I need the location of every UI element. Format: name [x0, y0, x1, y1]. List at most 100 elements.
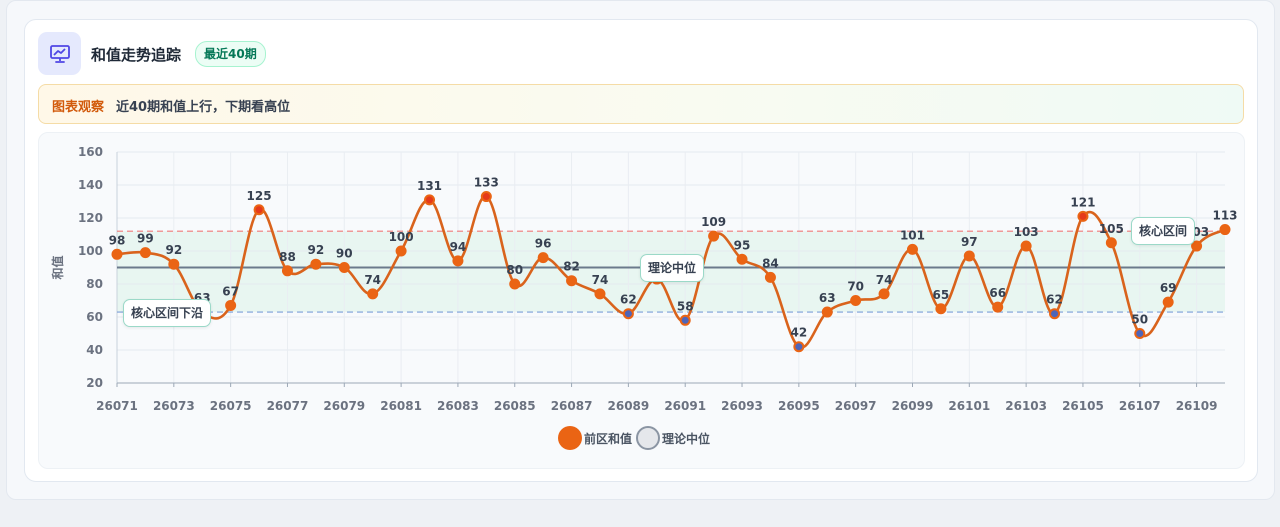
x-tick-label: 26079	[323, 399, 365, 413]
data-label: 58	[677, 299, 694, 313]
data-label: 66	[989, 286, 1006, 300]
data-point	[480, 191, 492, 203]
observation-label: 图表观察	[52, 100, 105, 115]
data-label: 92	[165, 243, 182, 257]
data-point	[509, 278, 521, 290]
y-tick-label: 100	[78, 244, 103, 258]
data-point	[111, 248, 123, 260]
data-point	[821, 306, 833, 318]
x-tick-label: 26097	[835, 399, 877, 413]
data-point	[395, 245, 407, 257]
chart-legend: 前区和值 理论中位	[558, 425, 714, 451]
data-label: 101	[900, 228, 925, 242]
data-point	[424, 194, 436, 206]
data-point	[736, 253, 748, 265]
x-tick-label: 26099	[892, 399, 934, 413]
y-tick-label: 160	[78, 145, 103, 159]
data-label: 109	[701, 215, 726, 229]
data-label: 94	[450, 240, 467, 254]
x-tick-label: 26107	[1119, 399, 1161, 413]
data-label: 62	[1046, 293, 1063, 307]
x-tick-label: 26093	[721, 399, 763, 413]
data-label: 88	[279, 250, 296, 264]
chart-trend-icon	[38, 32, 81, 75]
data-label: 90	[336, 247, 353, 261]
data-point	[850, 295, 862, 306]
data-label: 65	[933, 288, 950, 302]
y-axis-title: 和值	[50, 255, 65, 280]
data-label: 74	[876, 273, 893, 287]
x-tick-label: 26091	[664, 399, 706, 413]
lower-band-annotation: 核心区间下沿	[123, 299, 212, 327]
data-label: 82	[563, 260, 580, 274]
data-label: 113	[1212, 209, 1237, 223]
data-point	[793, 341, 805, 353]
data-point	[1134, 328, 1146, 339]
legend-item-median[interactable]: 理论中位	[636, 426, 710, 450]
card-title: 和值走势追踪	[91, 46, 182, 64]
sum-series-line	[116, 195, 1226, 349]
legend-label-median: 理论中位	[662, 431, 711, 446]
legend-swatch-sum	[558, 426, 582, 450]
x-tick-label: 26105	[1062, 399, 1104, 413]
data-label: 96	[535, 237, 552, 251]
x-tick-label: 26071	[96, 399, 138, 413]
data-point	[1105, 237, 1117, 249]
x-tick-label: 26081	[380, 399, 422, 413]
x-tick-label: 26075	[210, 399, 252, 413]
legend-swatch-median	[636, 426, 661, 450]
x-tick-label: 26073	[153, 399, 195, 413]
x-tick-label: 26103	[1005, 399, 1047, 413]
x-tick-label: 26101	[948, 399, 990, 413]
x-tick-label: 26087	[551, 399, 593, 413]
data-label: 62	[620, 293, 637, 307]
data-label: 97	[961, 235, 978, 249]
data-point	[708, 230, 720, 242]
y-tick-label: 20	[86, 376, 103, 390]
x-tick-label: 26083	[437, 399, 479, 413]
data-point	[139, 247, 151, 259]
data-label: 63	[819, 291, 836, 305]
sum-trend-chart: 20 40 60 80 100 120 140 160 26071 26073 26075 26077…	[50, 145, 1237, 413]
y-tick-label: 80	[86, 277, 103, 291]
data-point	[338, 262, 350, 273]
data-point	[622, 308, 634, 320]
data-point	[281, 265, 293, 277]
data-point	[537, 252, 549, 264]
median-annotation: 理论中位	[640, 254, 705, 282]
x-tick-label: 26085	[494, 399, 536, 413]
data-point	[764, 271, 776, 283]
data-label: 99	[137, 232, 154, 246]
x-tick-label: 26109	[1176, 399, 1218, 413]
data-point	[992, 301, 1004, 313]
legend-item-sum[interactable]: 前区和值	[558, 426, 632, 450]
data-point	[1219, 224, 1231, 236]
data-label: 70	[847, 280, 864, 294]
data-point	[566, 275, 578, 287]
data-label: 92	[308, 243, 325, 257]
data-label: 98	[109, 233, 126, 247]
data-label: 42	[790, 326, 807, 340]
data-label: 84	[762, 256, 779, 270]
data-point	[594, 288, 606, 300]
data-point	[253, 204, 265, 216]
data-label: 125	[247, 189, 272, 203]
data-point	[1191, 240, 1203, 252]
data-label: 100	[389, 230, 414, 244]
data-point	[878, 288, 890, 300]
y-tick-label: 140	[78, 178, 103, 192]
data-point	[963, 250, 975, 262]
observation-text: 近40期和值上行，下期看高位	[116, 100, 291, 115]
data-label: 105	[1099, 222, 1124, 236]
chart-card: 和值走势追踪 最近40期 图表观察 近40期和值上行，下期看高位	[24, 19, 1258, 482]
data-label: 103	[1014, 225, 1039, 239]
data-point	[1049, 308, 1061, 320]
data-point	[906, 243, 918, 255]
data-point	[679, 314, 691, 326]
data-point	[310, 258, 322, 270]
data-label: 80	[506, 263, 523, 277]
data-point	[168, 258, 180, 270]
data-point	[1077, 210, 1089, 222]
period-badge: 最近40期	[195, 41, 266, 67]
data-label: 67	[222, 284, 239, 298]
